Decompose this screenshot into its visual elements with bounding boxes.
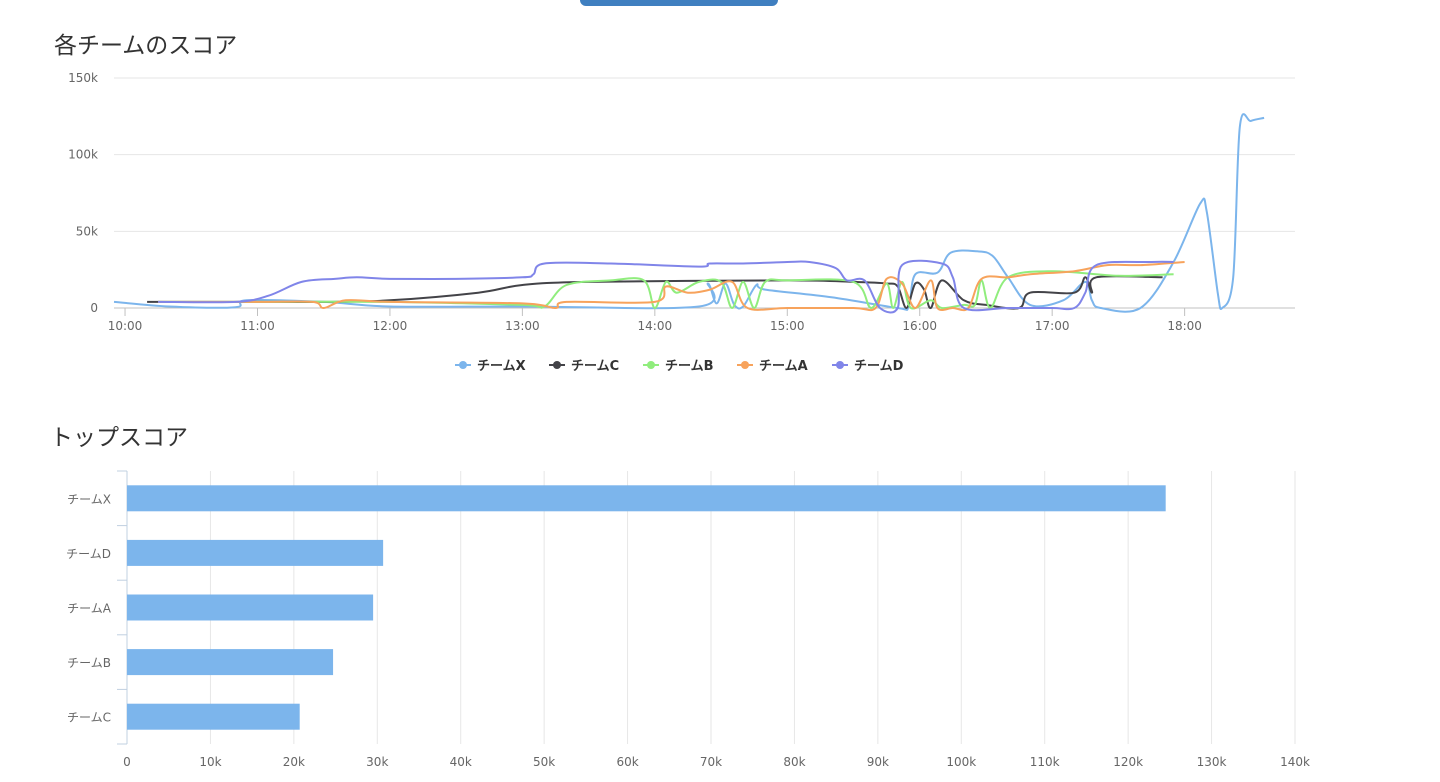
team-score-line-chart: 0 50k 100k 150k 10:00 11:00 12:00 13:00 14:00 15:… bbox=[68, 71, 1295, 374]
x-tick-label: 20k bbox=[283, 755, 305, 769]
series-line--a bbox=[158, 261, 1185, 312]
top-tab-button[interactable] bbox=[580, 0, 778, 6]
x-tick-label: 13:00 bbox=[505, 319, 540, 333]
x-tick-label: 11:00 bbox=[240, 319, 275, 333]
x-tick-label: 140k bbox=[1280, 755, 1310, 769]
y-tick-label: 50k bbox=[76, 224, 98, 238]
bar--b bbox=[127, 649, 334, 676]
x-tick-label: 18:00 bbox=[1167, 319, 1202, 333]
series-line--c bbox=[147, 275, 1163, 310]
legend-marker--d bbox=[836, 361, 844, 369]
category-label--c: チームC bbox=[67, 711, 111, 725]
x-tick-label: 10:00 bbox=[108, 319, 143, 333]
category-label--a: チームA bbox=[67, 602, 112, 616]
series-line--d bbox=[158, 259, 1174, 314]
bar-chart-title: トップスコア bbox=[50, 425, 188, 451]
legend-marker--a bbox=[741, 361, 749, 369]
x-tick-label: 10k bbox=[199, 755, 221, 769]
series-line--x bbox=[113, 113, 1265, 313]
x-tick-label: 60k bbox=[616, 755, 638, 769]
x-tick-label: 14:00 bbox=[638, 319, 673, 333]
legend-marker--b bbox=[647, 361, 655, 369]
x-tick-label: 70k bbox=[700, 755, 722, 769]
y-tick-label: 100k bbox=[68, 148, 98, 162]
x-tick-label: 15:00 bbox=[770, 319, 805, 333]
x-tick-label: 130k bbox=[1197, 755, 1227, 769]
bar--d bbox=[127, 539, 384, 566]
x-tick-label: 50k bbox=[533, 755, 555, 769]
x-tick-label: 30k bbox=[366, 755, 388, 769]
x-tick-label: 80k bbox=[783, 755, 805, 769]
legend-item--b: チームB bbox=[665, 359, 714, 374]
x-tick-label: 110k bbox=[1030, 755, 1060, 769]
category-label--x: チームX bbox=[67, 492, 111, 506]
x-tick-label: 17:00 bbox=[1035, 319, 1070, 333]
category-label--d: チームD bbox=[66, 547, 111, 561]
legend-item--d: チームD bbox=[854, 359, 904, 374]
y-tick-label: 0 bbox=[90, 301, 98, 315]
x-tick-label: 120k bbox=[1113, 755, 1143, 769]
legend-item--x: チームX bbox=[477, 359, 526, 374]
x-tick-label: 0 bbox=[123, 755, 131, 769]
series-line--b bbox=[158, 270, 1174, 310]
x-tick-label: 40k bbox=[450, 755, 472, 769]
legend-marker--c bbox=[553, 361, 561, 369]
bar--x bbox=[127, 485, 1166, 512]
x-tick-label: 16:00 bbox=[902, 319, 937, 333]
bar--c bbox=[127, 703, 300, 730]
line-chart-title: 各チームのスコア bbox=[54, 33, 238, 59]
legend-item--c: チームC bbox=[571, 359, 619, 374]
legend-marker--x bbox=[459, 361, 467, 369]
x-tick-label: 90k bbox=[867, 755, 889, 769]
y-tick-label: 150k bbox=[68, 71, 98, 85]
x-tick-label: 12:00 bbox=[373, 319, 408, 333]
legend-item--a: チームA bbox=[759, 359, 808, 374]
bar--a bbox=[127, 594, 374, 621]
x-tick-label: 100k bbox=[946, 755, 976, 769]
category-label--b: チームB bbox=[67, 656, 111, 670]
